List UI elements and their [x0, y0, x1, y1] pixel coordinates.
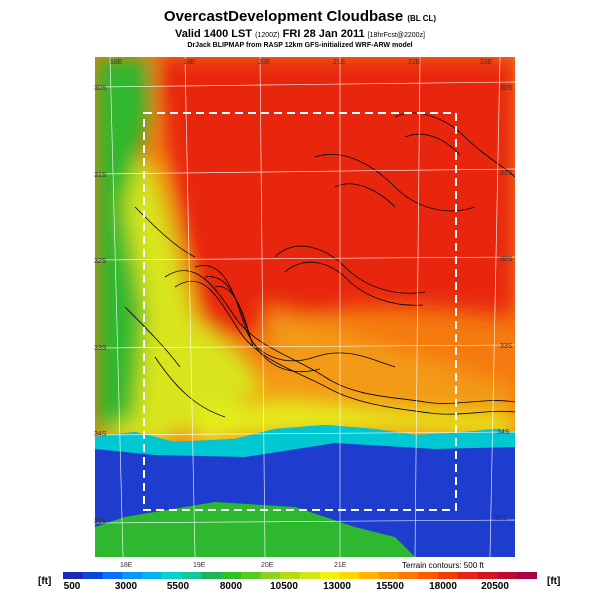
colorbar-swatch: [379, 572, 400, 579]
lat-label-left-33: 33S: [94, 345, 107, 352]
lon-label-bottom-21: 21E: [334, 562, 347, 569]
colorbar-swatch: [319, 572, 341, 579]
orange-lowland-zone: [245, 307, 515, 427]
colorbar-swatch: [221, 572, 242, 579]
colorbar-swatch: [63, 572, 84, 579]
land-strip-south: [95, 502, 415, 557]
lon-label-top-20: 20E: [258, 59, 271, 66]
lat-label-right-34: 34S: [497, 429, 510, 436]
lat-label-left-30: 30S: [94, 85, 107, 92]
lon-label-bottom-20: 20E: [261, 562, 274, 569]
terrain-contour-note: Terrain contours: 500 ft: [402, 561, 484, 570]
colorbar-swatch: [161, 572, 183, 579]
lon-label-top-21: 21E: [333, 59, 346, 66]
colorbar-swatch: [497, 572, 518, 579]
colorbar-tick-10500: 10500: [270, 581, 298, 592]
colorbar-swatch: [300, 572, 321, 579]
colorbar-tick-20500: 20500: [481, 581, 509, 592]
colorbar-swatch: [280, 572, 301, 579]
inner-domain-boundary: [143, 112, 457, 511]
lat-lon-grid: [95, 57, 515, 557]
lat-label-left-35: 35S: [94, 518, 107, 525]
lat-label-left-31: 31S: [94, 172, 107, 179]
terrain-contours: [124, 112, 515, 418]
colorbar-swatch: [240, 572, 262, 579]
lon-label-top-22: 22E: [408, 59, 421, 66]
green-low-cloudbase-zone: [95, 57, 150, 437]
lon-label-bottom-18: 18E: [120, 562, 133, 569]
valid-time: Valid 1400 LST (1200Z) FRI 28 Jan 2011 […: [174, 28, 425, 40]
colorbar-swatch: [82, 572, 104, 579]
colorbar-swatch: [458, 572, 479, 579]
colorbar-tick-8000: 8000: [219, 581, 243, 592]
cloudbase-map: [95, 57, 515, 557]
colorbar-swatch: [142, 572, 163, 579]
colorbar-tick-18000: 18000: [429, 581, 457, 592]
colorbar-swatch: [477, 572, 499, 579]
lat-label-right-35: 35S: [495, 515, 508, 522]
lon-label-top-18: 18E: [110, 59, 123, 66]
colorbar-tick-13000: 13000: [323, 581, 351, 592]
colorbar: [63, 572, 537, 579]
colorbar-swatch: [181, 572, 202, 579]
colorbar-swatch: [359, 572, 380, 579]
colorbar-unit-right: [ft]: [547, 576, 561, 587]
lon-label-top-19: 19E: [183, 59, 196, 66]
colorbar-tick-500: 500: [63, 581, 81, 592]
coastal-shallows: [95, 425, 515, 457]
high-cloudbase-zone: [155, 57, 515, 337]
lat-label-left-32: 32S: [94, 258, 107, 265]
lon-label-top-23: 23E: [480, 59, 493, 66]
colorbar-swatch: [418, 572, 439, 579]
map-title: OvercastDevelopment Cloudbase (BL CL): [163, 8, 437, 25]
colorbar-swatch: [517, 572, 537, 579]
colorbar-swatch: [122, 572, 143, 579]
colorbar-tick-15500: 15500: [376, 581, 404, 592]
lon-label-bottom-19: 19E: [193, 562, 206, 569]
colorbar-swatch: [438, 572, 459, 579]
lat-label-right-32: 32S: [500, 256, 513, 263]
colorbar-swatch: [398, 572, 420, 579]
colorbar-unit-left: [ft]: [38, 576, 52, 587]
colorbar-tick-3000: 3000: [114, 581, 138, 592]
colorbar-swatch: [102, 572, 123, 579]
lat-label-right-33: 33S: [500, 343, 513, 350]
colorbar-swatch: [260, 572, 281, 579]
lat-label-right-31: 31S: [500, 170, 513, 177]
colorbar-swatch: [339, 572, 360, 579]
colorbar-tick-5500: 5500: [166, 581, 190, 592]
model-credit: DrJack BLIPMAP from RASP 12km GFS-initia…: [187, 42, 413, 49]
lat-label-right-30: 30S: [500, 85, 513, 92]
colorbar-swatch: [201, 572, 222, 579]
lat-label-left-34: 34S: [94, 431, 107, 438]
